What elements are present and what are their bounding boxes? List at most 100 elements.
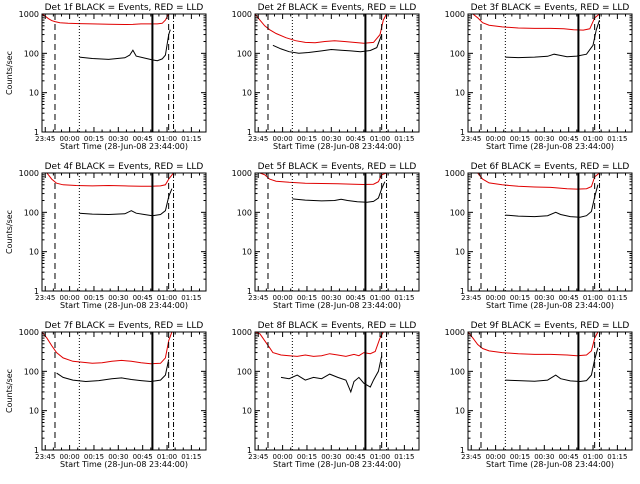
x-tick-label: 00:00 (486, 135, 506, 143)
y-tick-label: 10 (455, 407, 465, 416)
panel-title: Det 3f BLACK = Events, RED = LLD (471, 3, 630, 13)
x-tick-label: 00:15 (84, 135, 104, 143)
x-tick-label: 00:30 (108, 135, 128, 143)
y-tick-label: 100 (24, 208, 39, 217)
x-axis-label: Start Time (28-Jun-08 23:44:00) (60, 142, 188, 151)
x-tick-label: 00:15 (84, 294, 104, 302)
x-axis-label: Start Time (28-Jun-08 23:44:00) (273, 142, 401, 151)
x-tick-label: 00:00 (60, 453, 80, 461)
plot-frame (41, 172, 207, 292)
lld-series-line (468, 14, 632, 31)
events-series-line (280, 355, 383, 394)
y-tick-label: 1 (460, 128, 465, 137)
y-tick-label: 1000 (445, 10, 465, 19)
y-tick-label: 1 (34, 128, 39, 137)
y-tick-label: 1 (247, 128, 252, 137)
y-tick-label: 1000 (232, 328, 252, 337)
x-tick-label: 00:00 (273, 294, 293, 302)
x-tick-label: 01:15 (607, 294, 627, 302)
y-tick-label: 1000 (445, 169, 465, 178)
x-tick-label: 00:30 (321, 294, 341, 302)
x-tick-label: 00:30 (321, 453, 341, 461)
y-tick-label: 10 (29, 89, 39, 98)
plot-frame (41, 13, 207, 133)
y-tick-label: 100 (450, 208, 465, 217)
y-tick-label: 10 (455, 89, 465, 98)
x-tick-label: 23:45 (461, 453, 481, 461)
lld-series-line (255, 173, 419, 186)
x-tick-label: 00:00 (60, 294, 80, 302)
y-tick-label: 1000 (19, 10, 39, 19)
x-axis-label: Start Time (28-Jun-08 23:44:00) (486, 460, 614, 469)
x-tick-label: 23:45 (35, 453, 55, 461)
y-tick-label: 100 (450, 49, 465, 58)
x-tick-label: 00:45 (559, 294, 579, 302)
x-tick-label: 00:00 (486, 453, 506, 461)
events-series-line (56, 359, 170, 383)
events-series-line (505, 184, 599, 218)
y-tick-label: 1 (460, 287, 465, 296)
y-tick-label: 1 (460, 446, 465, 455)
x-tick-label: 00:15 (510, 135, 530, 143)
x-tick-label: 01:00 (370, 135, 390, 143)
x-tick-label: 01:00 (370, 453, 390, 461)
y-tick-label: 100 (237, 49, 252, 58)
y-tick-label: 1 (34, 287, 39, 296)
x-tick-label: 01:00 (157, 135, 177, 143)
x-tick-label: 01:15 (181, 135, 201, 143)
plot-frame (254, 172, 420, 292)
y-tick-label: 1 (247, 287, 252, 296)
plot-frame (467, 172, 633, 292)
x-tick-label: 00:15 (297, 135, 317, 143)
panel-det-6: Det 6f BLACK = Events, RED = LLD 1 10 100 10… (445, 162, 633, 310)
x-tick-label: 01:00 (583, 135, 603, 143)
plot-frame (467, 13, 633, 133)
x-tick-label: 23:45 (35, 135, 55, 143)
x-tick-label: 01:00 (583, 453, 603, 461)
x-tick-label: 00:30 (321, 135, 341, 143)
events-series-line (272, 34, 383, 54)
y-tick-label: 1 (247, 446, 252, 455)
panel-title: Det 7f BLACK = Events, RED = LLD (45, 321, 204, 331)
y-tick-label: 100 (450, 367, 465, 376)
y-tick-label: 1 (34, 446, 39, 455)
lld-series-line (42, 173, 206, 187)
x-tick-label: 23:45 (248, 294, 268, 302)
panel-det-8: Det 8f BLACK = Events, RED = LLD 1 10 100 10… (232, 321, 420, 469)
lld-series-line (42, 14, 206, 26)
x-axis-label: Start Time (28-Jun-08 23:44:00) (486, 301, 614, 310)
x-tick-label: 00:30 (534, 453, 554, 461)
events-series-line (79, 188, 173, 217)
x-tick-label: 00:30 (108, 294, 128, 302)
x-tick-label: 23:45 (461, 135, 481, 143)
x-tick-label: 00:45 (559, 453, 579, 461)
lld-series-line (255, 332, 419, 357)
x-tick-label: 01:00 (370, 294, 390, 302)
panel-title: Det 1f BLACK = Events, RED = LLD (45, 3, 204, 13)
x-tick-label: 00:45 (346, 453, 366, 461)
y-axis-label: Counts/sec (5, 210, 14, 254)
plot-frame (467, 331, 633, 451)
x-tick-label: 01:15 (607, 453, 627, 461)
y-tick-label: 10 (242, 248, 252, 257)
x-tick-label: 00:15 (297, 294, 317, 302)
y-tick-label: 10 (242, 89, 252, 98)
panel-title: Det 6f BLACK = Events, RED = LLD (471, 162, 630, 172)
x-tick-label: 00:45 (559, 135, 579, 143)
lld-series-line (42, 332, 206, 365)
x-axis-label: Start Time (28-Jun-08 23:44:00) (60, 301, 188, 310)
y-tick-label: 100 (24, 49, 39, 58)
x-axis-label: Start Time (28-Jun-08 23:44:00) (486, 142, 614, 151)
x-tick-label: 00:45 (133, 453, 153, 461)
x-axis-label: Start Time (28-Jun-08 23:44:00) (273, 460, 401, 469)
lld-series-line (468, 332, 632, 357)
plot-frame (254, 13, 420, 133)
x-tick-label: 00:15 (510, 453, 530, 461)
y-tick-label: 10 (242, 407, 252, 416)
panel-title: Det 2f BLACK = Events, RED = LLD (258, 3, 417, 13)
x-tick-label: 00:30 (534, 135, 554, 143)
plot-frame (41, 331, 207, 451)
x-tick-label: 00:15 (297, 453, 317, 461)
